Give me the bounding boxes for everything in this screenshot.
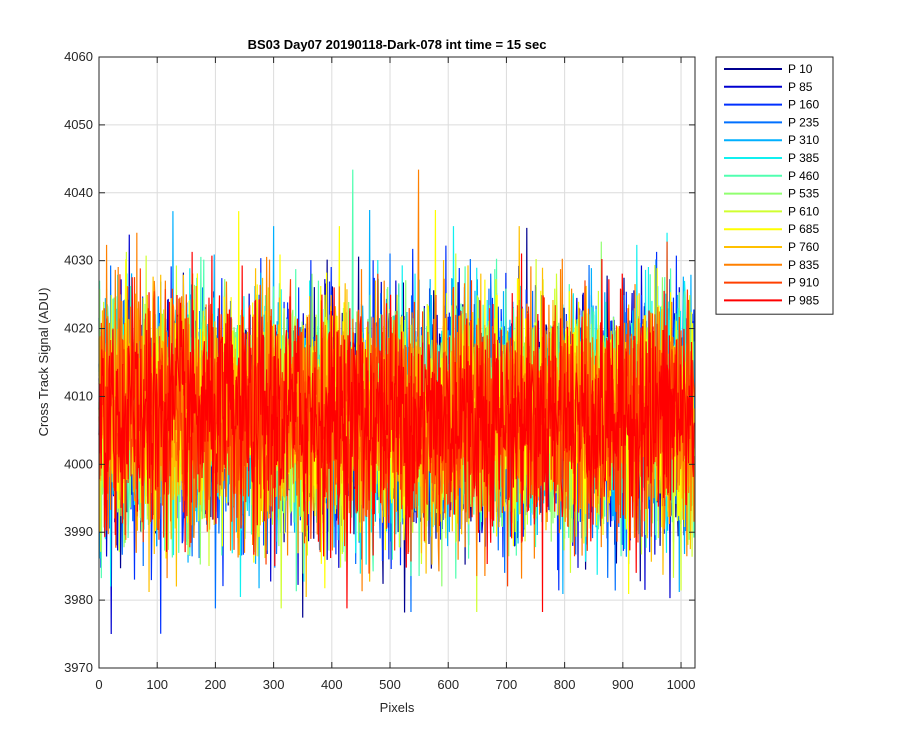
x-tick-label: 200 [205, 677, 227, 692]
x-axis-label: Pixels [380, 700, 415, 715]
legend-entry-label: P 310 [788, 133, 819, 147]
series-line-p985 [98, 251, 696, 612]
plot-area: 0 100 200 300 400 500 600 700 800 900 1000 3970 3980… [64, 49, 696, 692]
y-tick-label: 4000 [64, 456, 93, 471]
legend-entry-label: P 385 [788, 151, 819, 165]
legend-entry-label: P 460 [788, 169, 819, 183]
legend-entry-label: P 535 [788, 187, 819, 201]
y-tick-label: 4060 [64, 49, 93, 64]
y-tick-label: 3970 [64, 660, 93, 675]
legend-box [715, 56, 834, 315]
x-tick-label: 900 [612, 677, 634, 692]
axes-box [98, 56, 696, 669]
x-tick-label: 100 [146, 677, 168, 692]
legend-entry-label: P 910 [788, 276, 819, 290]
y-tick-label: 4030 [64, 253, 93, 268]
x-tick-label: 600 [437, 677, 459, 692]
legend: P 10 P 85 P 160 P 235 P 310 P 385 P 460 P 535 P … [715, 56, 834, 315]
legend-entry-label: P 235 [788, 115, 819, 129]
x-tick-label: 700 [496, 677, 518, 692]
legend-entry-label: P 760 [788, 240, 819, 254]
legend-entry-label: P 10 [788, 62, 813, 76]
legend-entry-label: P 160 [788, 98, 819, 112]
chart-title: BS03 Day07 20190118-Dark-078 int time = … [248, 37, 547, 52]
legend-entry-label: P 610 [788, 204, 819, 218]
x-tick-label: 0 [95, 677, 102, 692]
y-tick-label: 4040 [64, 185, 93, 200]
x-tick-label: 1000 [667, 677, 696, 692]
legend-entry-label: P 85 [788, 80, 813, 94]
x-tick-label: 500 [379, 677, 401, 692]
x-tick-label: 300 [263, 677, 285, 692]
y-tick-label: 4050 [64, 117, 93, 132]
x-tick-label: 800 [554, 677, 576, 692]
x-tick-label: 400 [321, 677, 343, 692]
legend-entry-label: P 685 [788, 222, 819, 236]
y-tick-label: 3980 [64, 592, 93, 607]
y-tick-label: 4020 [64, 321, 93, 336]
legend-entry-label: P 835 [788, 258, 819, 272]
y-axis-label: Cross Track Signal (ADU) [36, 288, 51, 437]
y-tick-label: 4010 [64, 388, 93, 403]
y-tick-label: 3990 [64, 524, 93, 539]
legend-entry-label: P 985 [788, 293, 819, 307]
